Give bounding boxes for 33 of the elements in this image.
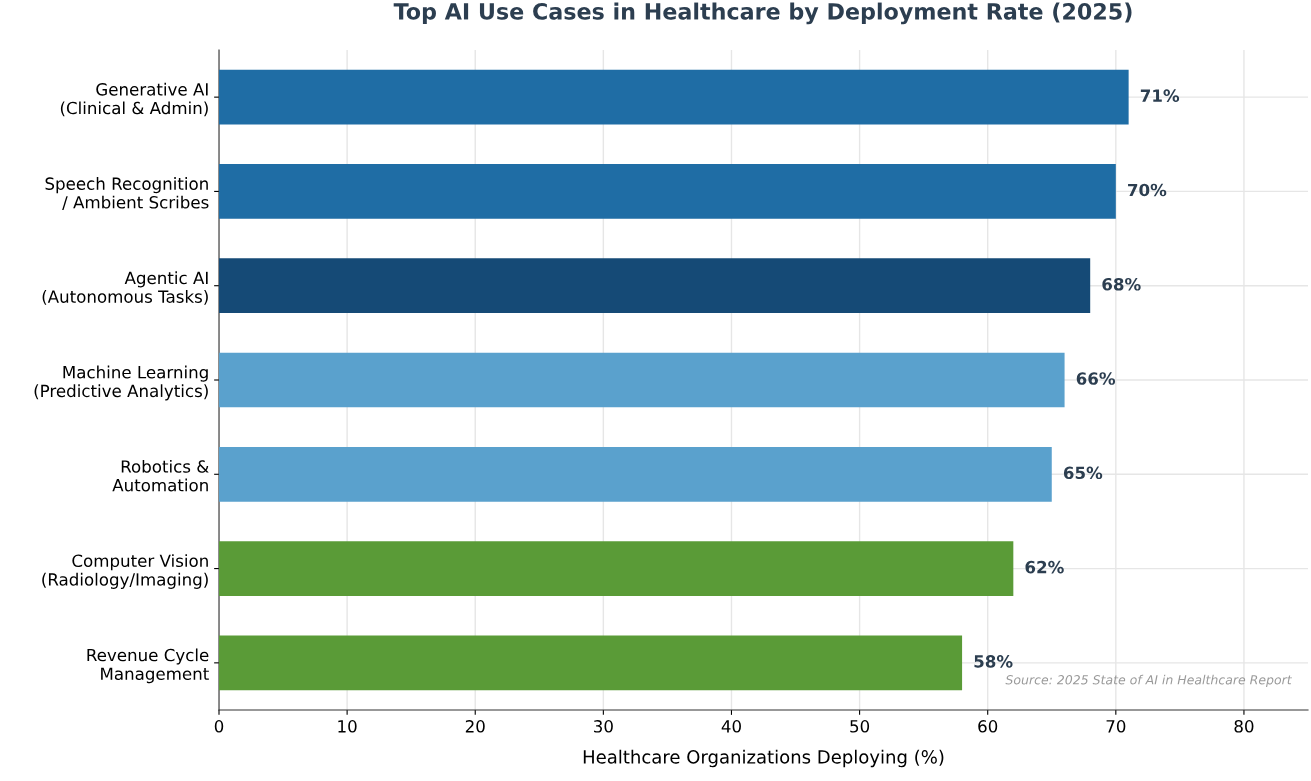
annotation: Source: 2025 State of AI in Healthcare Report (1005, 674, 1293, 687)
y-tick-label: Machine Learning (Predictive Analytics) (34, 365, 208, 401)
x-tick-label: 20 (465, 720, 485, 733)
data-label: 68% (1102, 277, 1141, 291)
x-tick-label: 80 (1234, 720, 1254, 733)
data-label: 58% (974, 655, 1013, 668)
y-tick-label: Generative AI (Clinical & Admin) (60, 82, 208, 117)
x-tick-label: 30 (594, 720, 613, 733)
data-label: 70% (1128, 183, 1167, 197)
bar (219, 635, 963, 691)
x-tick-label: 60 (978, 720, 998, 733)
data-label: 62% (1025, 560, 1064, 574)
y-tick-label: Agentic AI (Autonomous Tasks) (42, 271, 208, 305)
bar (219, 352, 1065, 408)
y-tick-label: Speech Recognition / Ambient Scribes (45, 177, 209, 210)
y-tick-label: Revenue Cycle Management (87, 648, 209, 684)
x-tick-label: 70 (1106, 720, 1126, 733)
y-tick-label: Computer Vision (Radiology/Imaging) (42, 554, 208, 589)
y-tick-label: Robotics & Automation (112, 459, 209, 492)
bar (219, 541, 1014, 596)
bar (219, 164, 1116, 219)
data-label: 66% (1076, 372, 1116, 385)
x-tick-label: 0 (214, 720, 224, 733)
x-tick-label: 50 (850, 720, 870, 733)
chart-title: Top AI Use Cases in Healthcare by Deployment Rate (2025) (393, 2, 1132, 25)
bar (219, 69, 1129, 125)
data-label: 71% (1140, 89, 1180, 102)
bar (219, 446, 1052, 502)
data-label: 65% (1063, 466, 1103, 480)
x-tick-label: 10 (338, 720, 357, 733)
bar (219, 258, 1091, 314)
x-tick-label: 40 (721, 720, 741, 733)
x-axis-title: Healthcare Organizations Deploying (%) (583, 749, 944, 768)
